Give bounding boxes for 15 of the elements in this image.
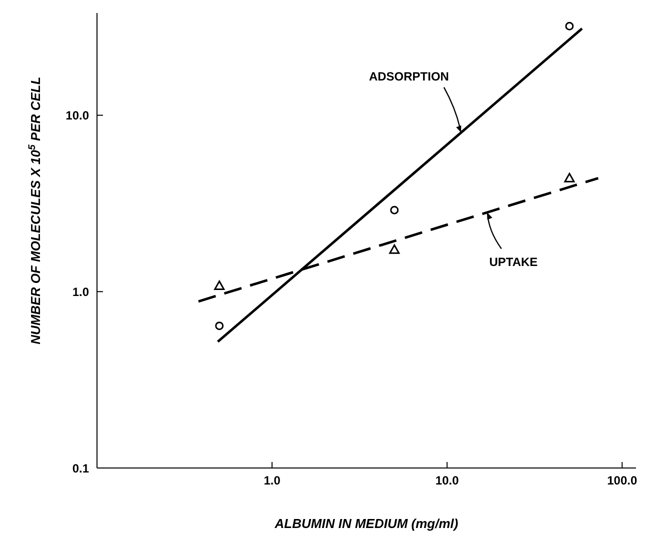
y-tick-label: 0.1 bbox=[72, 461, 90, 476]
x-tick-label: 1.0 bbox=[264, 474, 281, 488]
x-tick-label: 100.0 bbox=[607, 474, 638, 488]
point bbox=[565, 22, 574, 30]
point bbox=[214, 280, 225, 290]
point bbox=[564, 172, 575, 182]
annotation: UPTAKE bbox=[489, 254, 538, 269]
point bbox=[389, 244, 400, 254]
x-axis-title: ALBUMIN IN MEDIUM (mg/ml) bbox=[274, 516, 458, 531]
y-tick-label: 1.0 bbox=[72, 284, 90, 299]
point bbox=[215, 322, 224, 330]
x-tick-label: 10.0 bbox=[435, 474, 460, 488]
annotation: ADSORPTION bbox=[368, 70, 449, 84]
y-tick-label: 10.0 bbox=[66, 108, 90, 123]
point bbox=[390, 206, 399, 214]
